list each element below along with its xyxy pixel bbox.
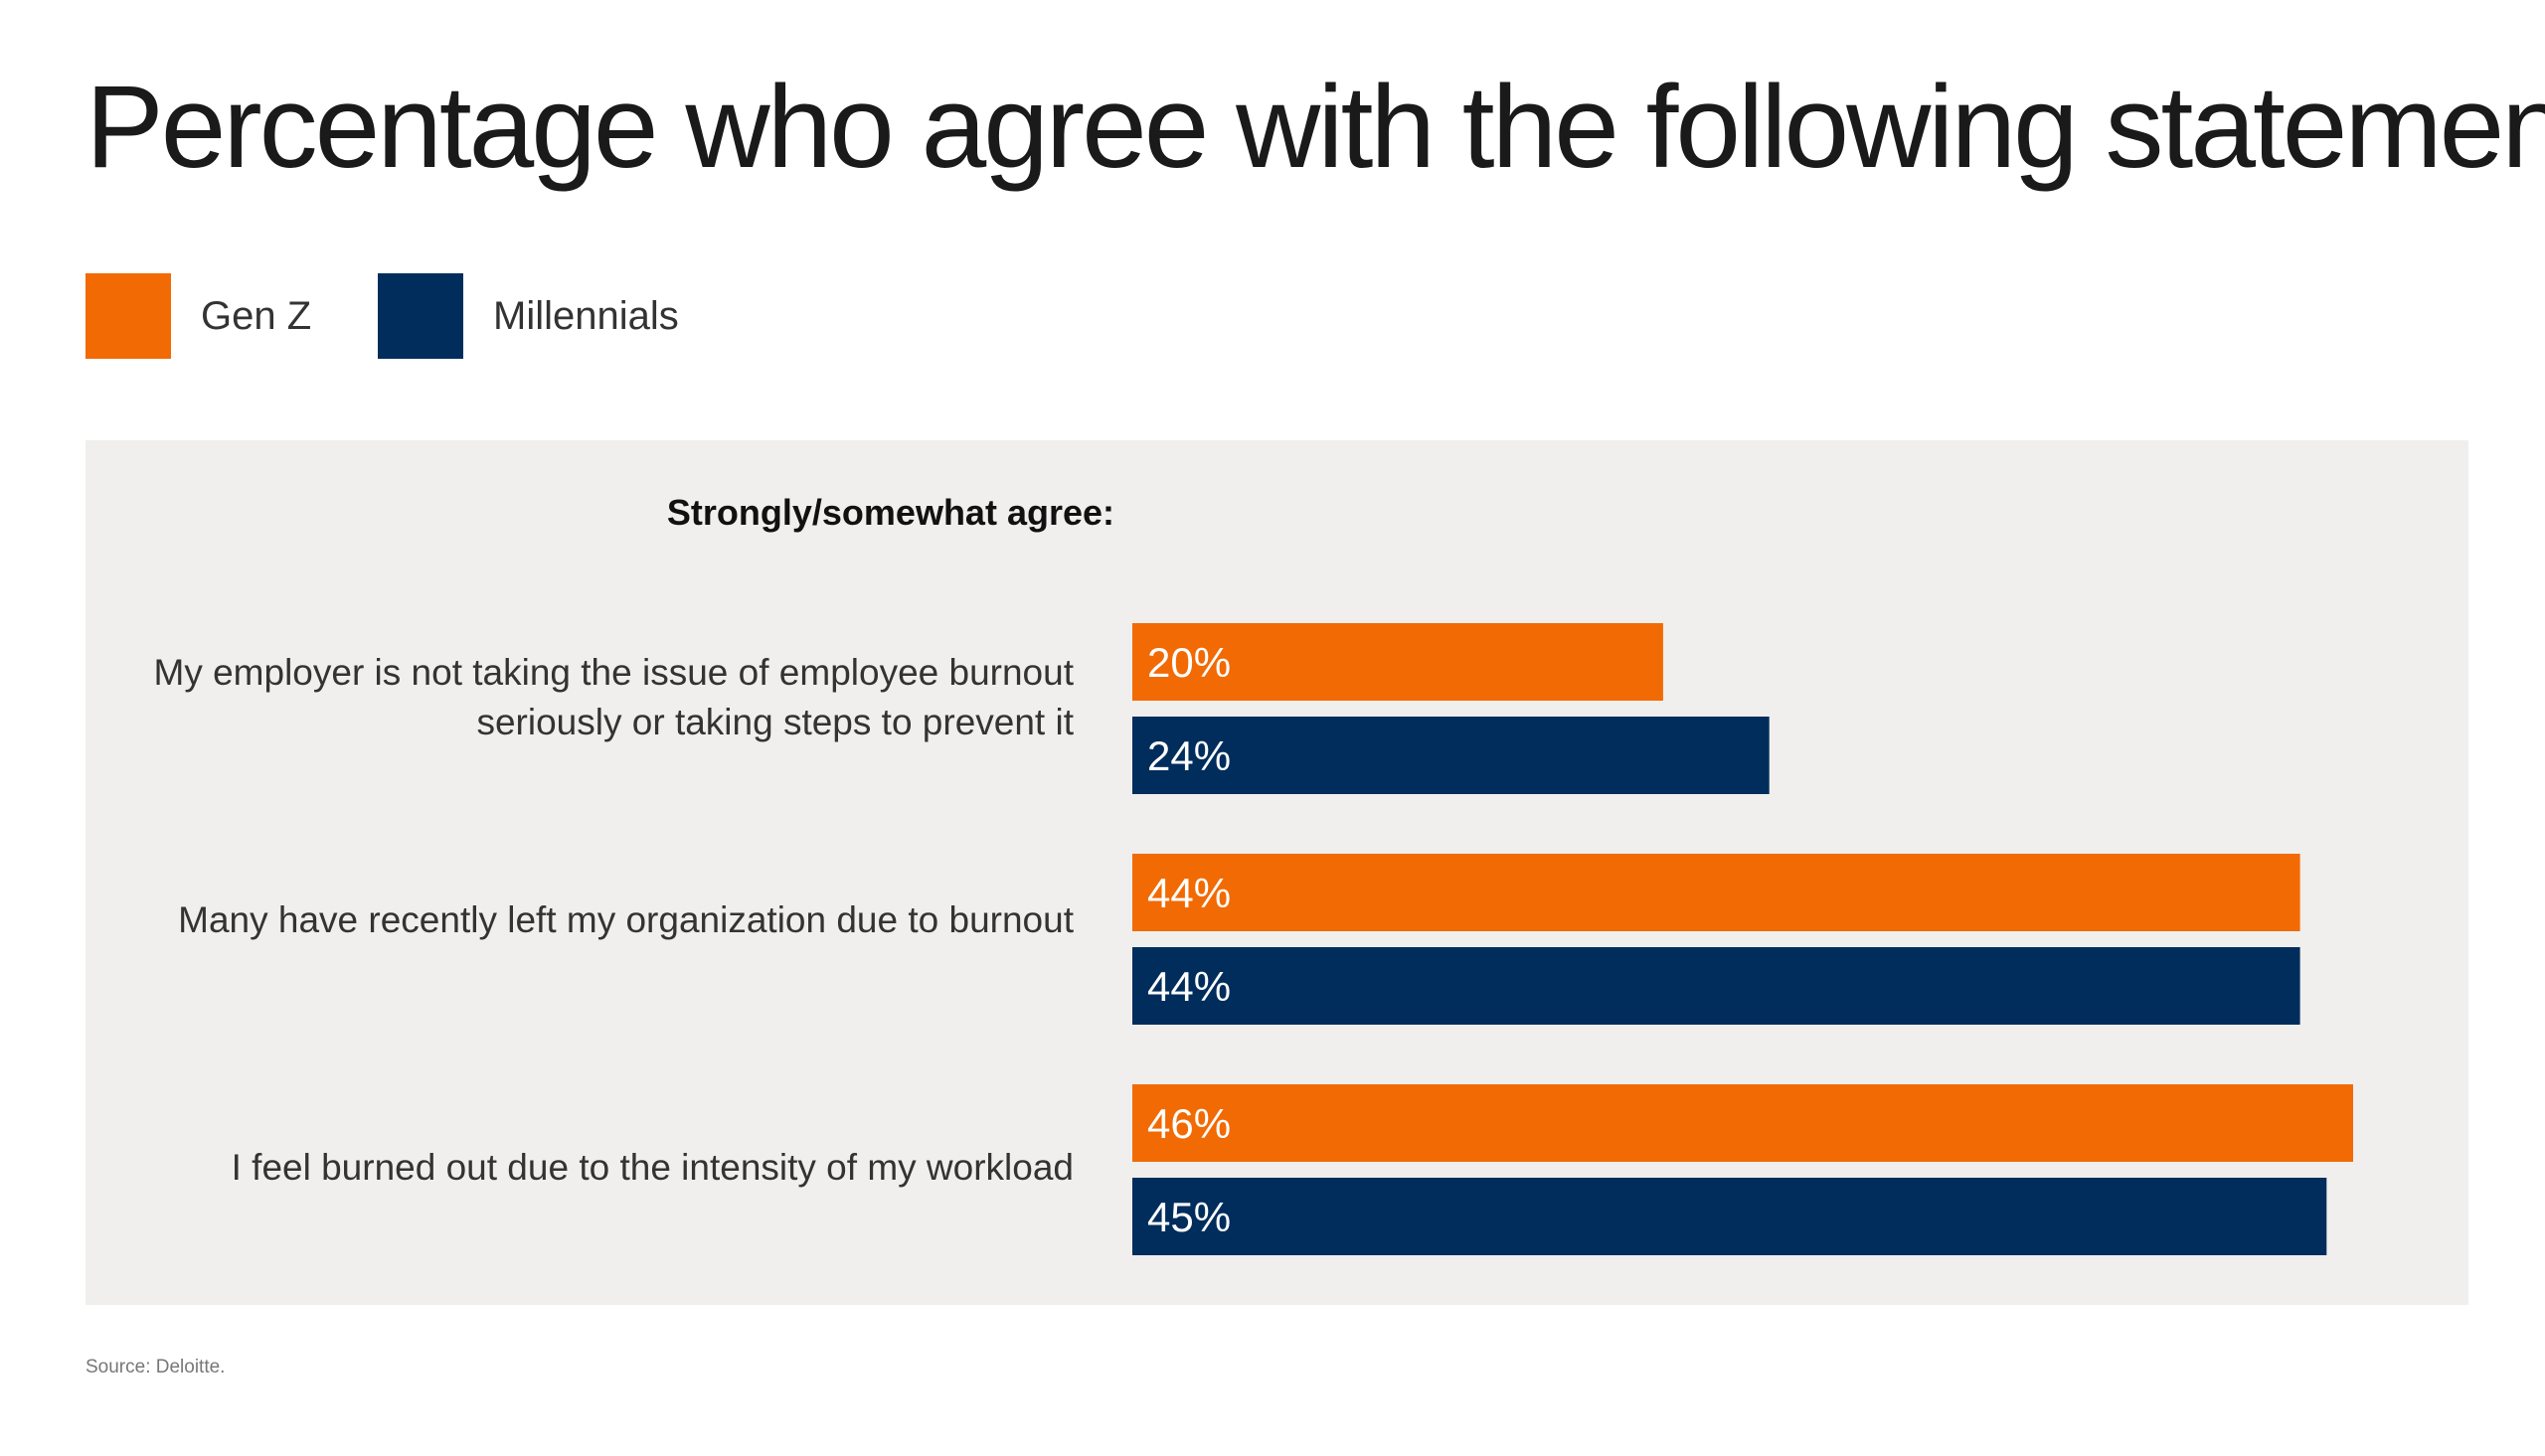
data-label-genz-3: 46% bbox=[1147, 1100, 1231, 1147]
legend-label-millennials: Millennials bbox=[493, 294, 679, 338]
data-label-genz-2: 44% bbox=[1147, 870, 1231, 916]
bar-millennials-3 bbox=[1132, 1178, 2327, 1255]
source-note: Source: Deloitte. bbox=[85, 1357, 226, 1377]
data-label-millennials-3: 45% bbox=[1147, 1194, 1231, 1240]
legend-swatch-genz bbox=[85, 273, 171, 359]
legend-label-genz: Gen Z bbox=[201, 294, 312, 338]
category-label-left-org: Many have recently left my organization … bbox=[178, 899, 1074, 940]
bar-genz-1 bbox=[1132, 623, 1663, 701]
chart-title: Percentage who agree with the following … bbox=[85, 62, 2545, 193]
data-label-genz-1: 20% bbox=[1147, 639, 1231, 686]
category-label-employer: My employer is not taking the issue of e… bbox=[153, 652, 1075, 742]
legend-swatch-millennials bbox=[378, 273, 463, 359]
chart-subheading: Strongly/somewhat agree: bbox=[666, 492, 1114, 533]
bar-genz-2 bbox=[1132, 854, 2300, 931]
data-label-millennials-2: 44% bbox=[1147, 963, 1231, 1010]
bar-millennials-1 bbox=[1132, 717, 1770, 794]
data-label-millennials-1: 24% bbox=[1147, 732, 1231, 779]
bar-millennials-2 bbox=[1132, 947, 2300, 1025]
bar-genz-3 bbox=[1132, 1084, 2353, 1162]
category-label-burned-out: I feel burned out due to the intensity o… bbox=[231, 1147, 1074, 1188]
